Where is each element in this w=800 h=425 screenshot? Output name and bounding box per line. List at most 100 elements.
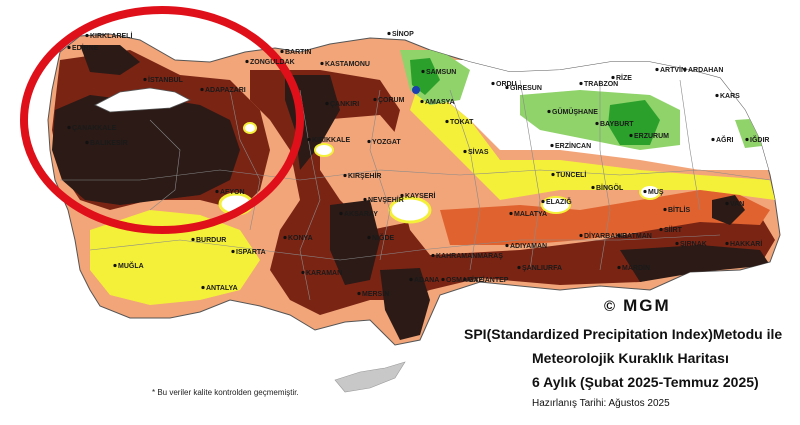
prepared-date: Hazırlanış Tarihi: Ağustos 2025 xyxy=(532,398,670,409)
city-label: MERSİN xyxy=(362,290,389,298)
city-dot xyxy=(505,243,509,248)
city-label: IĞDIR xyxy=(750,135,769,144)
city-label: HAKKARİ xyxy=(730,240,762,248)
city-dot xyxy=(711,137,715,142)
city-dot xyxy=(509,211,513,216)
city-dot xyxy=(579,81,583,86)
city-label: KARS xyxy=(720,93,740,100)
city-label: AMASYA xyxy=(425,99,455,106)
city-dot xyxy=(400,193,404,198)
city-label: MUŞ xyxy=(648,189,664,196)
city-label: ŞIRNAK xyxy=(680,241,707,248)
city-labels: KIRKLARELİ EDİRNE İSTANBUL ÇANAKKALE BALIKES… xyxy=(67,30,769,298)
highlight-circle xyxy=(20,6,304,234)
title-line-1: SPI(Standardized Precipitation Index)Met… xyxy=(464,326,783,342)
city-dot xyxy=(363,197,367,202)
city-dot xyxy=(280,49,284,54)
city-dot xyxy=(85,33,89,38)
city-dot xyxy=(629,133,633,138)
city-dot xyxy=(85,140,89,145)
city-dot xyxy=(463,149,467,154)
city-dot xyxy=(491,81,495,86)
city-label: NEVŞEHİR xyxy=(368,196,404,204)
city-dot xyxy=(745,137,749,142)
region-very-wet-samsun xyxy=(412,86,420,94)
city-dot xyxy=(659,227,663,232)
cyprus-island xyxy=(334,361,406,393)
city-label: KASTAMONU xyxy=(325,61,370,68)
city-label: ORDU xyxy=(496,81,517,88)
city-label: BURDUR xyxy=(196,237,226,244)
city-label: SİVAS xyxy=(468,148,489,156)
region-extreme-van xyxy=(712,195,745,225)
city-label: ELAZIĞ xyxy=(546,197,572,206)
region-extreme-thrace-marmara xyxy=(52,95,240,205)
city-label: KAYSERİ xyxy=(405,192,436,200)
city-label: ANTALYA xyxy=(206,285,238,292)
city-label: ERZURUM xyxy=(634,133,669,140)
mgm-logo: © MGM xyxy=(604,296,671,316)
province-boundaries xyxy=(60,79,771,301)
city-dot xyxy=(683,67,687,72)
city-label: VAN xyxy=(730,201,744,208)
city-dot xyxy=(339,211,343,216)
region-normal-bolu xyxy=(243,122,257,134)
city-label: İSTANBUL xyxy=(148,76,184,84)
city-dot xyxy=(611,75,615,80)
city-dot xyxy=(113,263,117,268)
city-dot xyxy=(373,97,377,102)
city-dot xyxy=(231,249,235,254)
city-dot xyxy=(463,277,467,282)
city-dot xyxy=(517,265,521,270)
quality-footnote: * Bu veriler kalite kontrolden geçmemişt… xyxy=(152,388,299,397)
city-label: TOKAT xyxy=(450,119,474,126)
region-extreme-konya xyxy=(330,200,380,285)
city-dot xyxy=(551,172,555,177)
city-label: GAZİANTEP xyxy=(468,276,509,284)
city-dot xyxy=(325,101,329,106)
city-dot xyxy=(595,121,599,126)
city-dot xyxy=(643,189,647,194)
city-label: KONYA xyxy=(288,235,313,242)
sea-of-marmara xyxy=(94,87,191,113)
city-label: ZONGULDAK xyxy=(250,59,295,66)
city-dot xyxy=(421,69,425,74)
city-dot xyxy=(367,235,371,240)
city-label: ÇANKIRI xyxy=(330,101,359,108)
city-label: SİİRT xyxy=(664,226,683,234)
city-dot xyxy=(675,241,679,246)
city-label: ADIYAMAN xyxy=(510,243,547,250)
region-normal-kirikkale xyxy=(314,143,334,157)
city-dot xyxy=(725,241,729,246)
city-dot xyxy=(343,173,347,178)
city-label: ISPARTA xyxy=(236,249,266,256)
city-label: KIRIKKALE xyxy=(312,137,350,144)
city-dot xyxy=(215,189,219,194)
city-dot xyxy=(431,253,435,258)
city-label: ŞANLIURFA xyxy=(522,265,562,272)
title-line-3: 6 Aylık (Şubat 2025-Temmuz 2025) xyxy=(532,374,759,390)
city-label: EDİRNE xyxy=(72,44,99,52)
city-label: DİYARBAKIR xyxy=(584,232,627,240)
city-dot xyxy=(367,139,371,144)
city-label: ARDAHAN xyxy=(688,67,723,74)
city-dot xyxy=(320,61,324,66)
city-dot xyxy=(67,125,71,130)
region-normal-elazig xyxy=(541,196,571,214)
region-near-normal-southwest xyxy=(90,210,260,305)
city-label: NİĞDE xyxy=(372,233,395,242)
city-dot xyxy=(387,31,391,36)
region-near-normal-north xyxy=(410,80,775,200)
city-label: BİNGÖL xyxy=(596,183,624,192)
region-extreme-mersin xyxy=(380,268,430,340)
city-label: AĞRI xyxy=(716,135,734,144)
city-dot xyxy=(655,67,659,72)
city-dot xyxy=(409,277,413,282)
region-wet-samsun-core xyxy=(410,58,440,95)
city-dot xyxy=(715,93,719,98)
city-label: GİRESUN xyxy=(510,84,542,92)
city-label: MALATYA xyxy=(514,211,547,218)
city-dot xyxy=(550,143,554,148)
